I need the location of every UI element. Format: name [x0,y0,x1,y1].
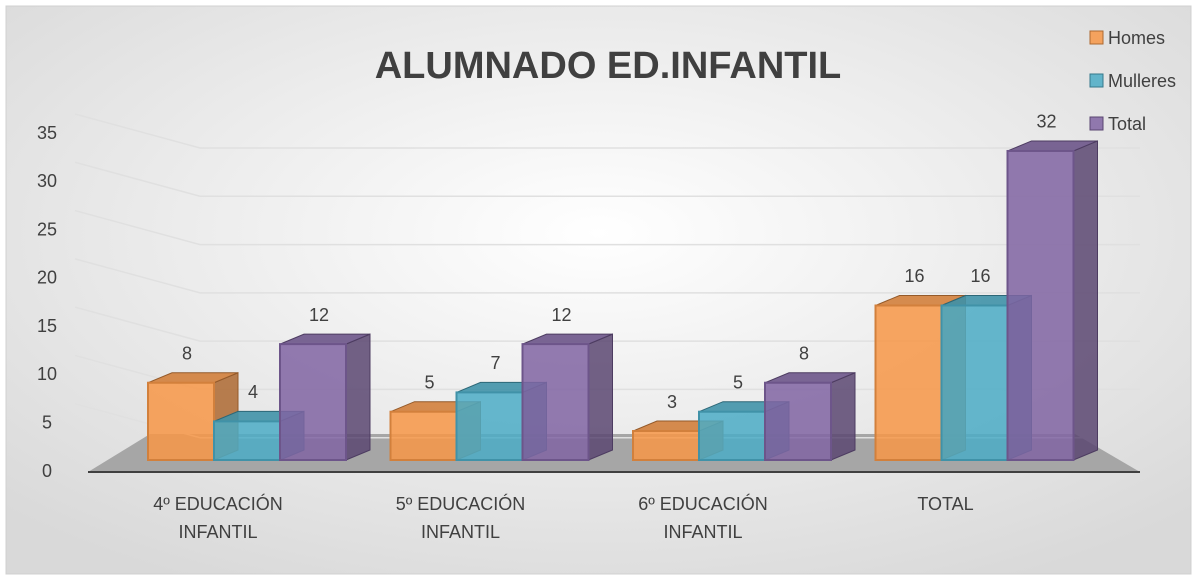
grid-line [74,113,1140,149]
grid-line [74,306,1140,342]
bar-front [455,391,524,461]
bar [521,333,613,461]
bar-front [389,410,458,462]
bar-front [147,381,215,461]
bar-front [521,343,590,461]
data-label: 12 [309,305,329,325]
bar-side [345,333,371,461]
data-label: 16 [904,266,924,286]
bar-side [1073,140,1098,461]
grid-line [74,161,1140,198]
data-label: 8 [182,343,192,363]
legend-swatch [1089,30,1104,45]
bar-side [588,333,613,461]
grid-line [74,258,1140,294]
bar-front [1006,149,1075,461]
y-tick-label: 30 [37,171,57,191]
grid-line [74,209,1140,246]
y-tick-label: 10 [37,364,57,384]
data-label: 3 [667,392,677,412]
x-tick-label: 4º EDUCACIÓN INFANTIL [153,494,283,542]
x-tick-label: 5º EDUCACIÓN INFANTIL [395,494,526,542]
bar-front [940,304,1009,461]
bar-side [830,371,856,461]
data-label: 7 [490,353,500,373]
y-tick-label: 25 [37,219,57,239]
data-label: 5 [733,372,743,392]
data-label: 5 [424,372,434,392]
y-tick-label: 35 [37,123,57,143]
bar-front [874,304,943,461]
legend-label: Mulleres [1108,71,1176,91]
chart-background [5,5,1192,575]
bar-front [698,410,766,462]
legend-label: Total [1108,114,1146,134]
bar-front [632,430,700,461]
data-label: 16 [970,266,990,286]
y-tick-label: 15 [37,316,57,336]
data-label: 32 [1036,112,1056,132]
y-tick-label: 0 [42,461,52,481]
legend-label: Homes [1108,28,1165,48]
data-label: 4 [248,382,258,402]
bar-front [279,343,347,461]
data-label: 12 [551,305,571,325]
legend-swatch [1089,116,1104,131]
bar [279,333,371,461]
x-tick-label: 6º EDUCACIÓN INFANTIL [638,494,768,542]
legend-swatch [1089,73,1104,88]
data-label: 8 [799,343,809,363]
y-tick-label: 5 [42,412,52,432]
y-tick-label: 20 [37,268,57,288]
x-tick-label: TOTAL [917,494,974,514]
bar-front [213,420,281,461]
chart-title: ALUMNADO ED.INFANTIL [375,45,842,87]
bar [764,371,856,461]
bar-front [764,381,832,461]
bar [1006,140,1098,461]
